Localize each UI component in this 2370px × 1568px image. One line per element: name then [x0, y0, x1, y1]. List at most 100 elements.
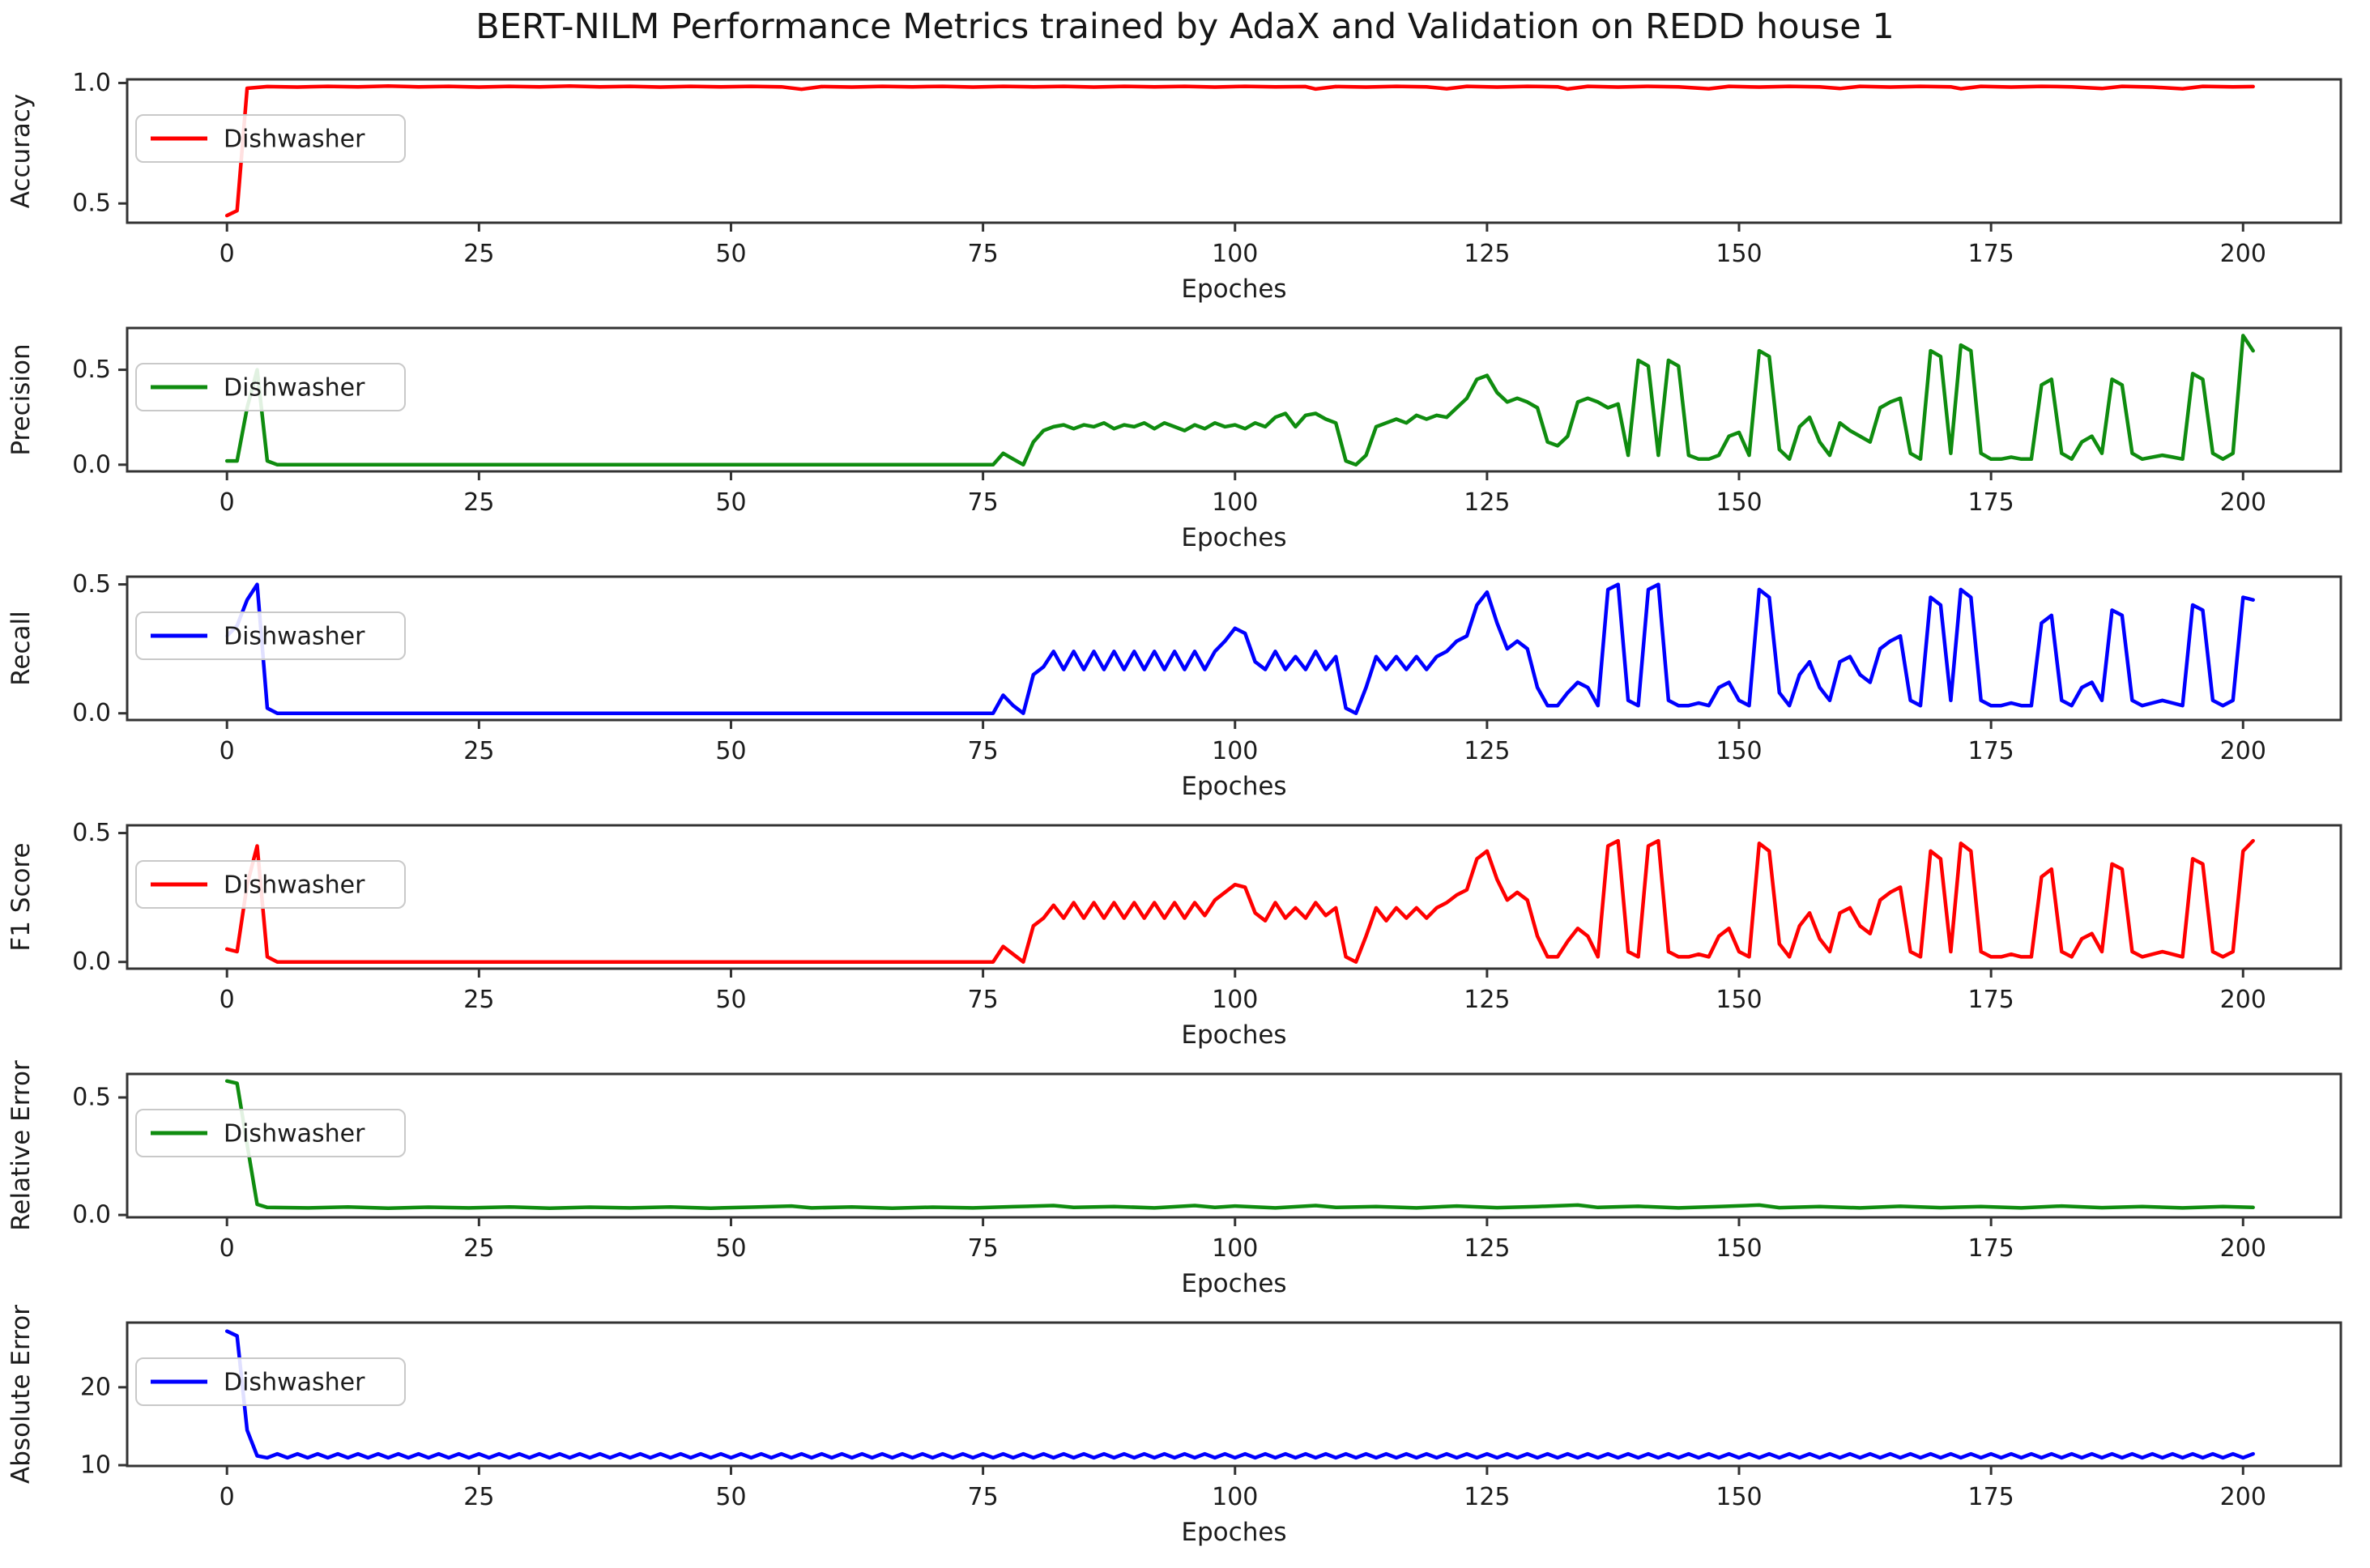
x-tick-label: 100 [1212, 986, 1258, 1014]
series-line-accuracy [224, 84, 2255, 218]
x-tick-label: 25 [463, 1483, 494, 1511]
x-tick-label: 125 [1464, 737, 1510, 765]
legend-label: Dishwasher [224, 374, 365, 403]
x-tick-label: 175 [1968, 1483, 2014, 1511]
y-tick-label: 20 [80, 1373, 111, 1401]
x-tick-label: 50 [715, 1234, 746, 1263]
plot-box [126, 824, 2342, 970]
x-tick-label: 175 [1968, 737, 2014, 765]
x-tick-label: 50 [715, 986, 746, 1014]
y-tick-label: 0.5 [72, 356, 111, 384]
x-tick-label: 150 [1716, 240, 1762, 268]
x-tick-label: 50 [715, 488, 746, 517]
y-axis-label: Absolute Error [6, 1305, 36, 1484]
series-line-precision [224, 334, 2255, 467]
y-tick-label: 10 [80, 1451, 111, 1480]
plot-box [126, 1072, 2342, 1219]
legend-label: Dishwasher [224, 623, 365, 651]
y-tick-label: 0.5 [72, 819, 111, 847]
x-tick-label: 50 [715, 1483, 746, 1511]
x-tick-label: 200 [2220, 1483, 2266, 1511]
series-line-f1-score [224, 838, 2255, 964]
x-tick-label: 150 [1716, 1483, 1762, 1511]
x-tick-label: 150 [1716, 737, 1762, 765]
x-tick-label: 150 [1716, 1234, 1762, 1263]
x-tick-label: 125 [1464, 1234, 1510, 1263]
x-axis-label: Epoches [1181, 772, 1286, 801]
legend: Dishwasher [135, 363, 406, 411]
figure-title: BERT-NILM Performance Metrics trained by… [475, 6, 1895, 47]
subplot-recall: 0 25 50 75 100 125 150 175 200 0.0 0.5 Recall Epoche… [6, 570, 2342, 801]
y-tick-label: 0.0 [72, 1201, 111, 1229]
x-axis-label: Epoches [1181, 275, 1286, 304]
y-tick-label: 0.0 [72, 948, 111, 976]
subplot-absolute-error: 0 25 50 75 100 125 150 175 200 10 20 Absolute Error… [6, 1305, 2342, 1547]
subplot-relative-error: 0 25 50 75 100 125 150 175 200 0.0 0.5 Relative Err… [6, 1060, 2342, 1298]
x-tick-label: 0 [220, 986, 235, 1014]
x-tick-label: 150 [1716, 986, 1762, 1014]
x-tick-label: 50 [715, 737, 746, 765]
x-axis-label: Epoches [1181, 1020, 1286, 1050]
series-line-recall [224, 582, 2255, 715]
legend: Dishwasher [135, 1109, 406, 1157]
legend-box [135, 1109, 406, 1157]
series-line-absolute-error [224, 1329, 2255, 1460]
y-tick-label: 0.0 [72, 699, 111, 727]
plot-box [126, 78, 2342, 224]
series-line-relative-error [224, 1079, 2255, 1210]
legend-label: Dishwasher [224, 126, 365, 154]
legend-box [135, 611, 406, 660]
x-tick-label: 25 [463, 737, 494, 765]
plot-box [126, 575, 2342, 722]
subplot-precision: 0 25 50 75 100 125 150 175 200 0.0 0.5 Precision Epo… [6, 326, 2342, 552]
x-tick-label: 175 [1968, 488, 2014, 517]
legend-box [135, 860, 406, 909]
y-axis-label: Accuracy [6, 94, 36, 209]
x-tick-label: 200 [2220, 488, 2266, 517]
x-tick-label: 50 [715, 240, 746, 268]
x-tick-label: 125 [1464, 240, 1510, 268]
x-tick-label: 175 [1968, 1234, 2014, 1263]
y-axis-label: Relative Error [6, 1060, 36, 1231]
x-tick-label: 125 [1464, 986, 1510, 1014]
x-tick-label: 75 [968, 488, 999, 517]
y-tick-label: 0.0 [72, 450, 111, 479]
x-tick-label: 25 [463, 240, 494, 268]
x-tick-label: 25 [463, 986, 494, 1014]
x-tick-label: 125 [1464, 1483, 1510, 1511]
x-tick-label: 175 [1968, 986, 2014, 1014]
x-tick-label: 150 [1716, 488, 1762, 517]
legend: Dishwasher [135, 114, 406, 163]
y-axis-label: F1 Score [6, 842, 36, 951]
plot-box [126, 326, 2342, 473]
x-tick-label: 100 [1212, 1234, 1258, 1263]
y-axis-label: Recall [6, 611, 36, 686]
x-tick-label: 75 [968, 1483, 999, 1511]
legend-box [135, 363, 406, 411]
legend-box [135, 114, 406, 163]
x-tick-label: 25 [463, 488, 494, 517]
x-tick-label: 0 [220, 1234, 235, 1263]
legend-box [135, 1357, 406, 1406]
x-tick-label: 200 [2220, 986, 2266, 1014]
x-tick-label: 0 [220, 737, 235, 765]
x-tick-label: 100 [1212, 240, 1258, 268]
x-tick-label: 100 [1212, 488, 1258, 517]
x-tick-label: 75 [968, 737, 999, 765]
x-tick-label: 0 [220, 240, 235, 268]
x-tick-label: 75 [968, 1234, 999, 1263]
y-axis-label: Precision [6, 343, 36, 455]
plot-box [126, 1321, 2342, 1468]
x-axis-label: Epoches [1181, 1269, 1286, 1298]
x-tick-label: 200 [2220, 1234, 2266, 1263]
x-tick-label: 100 [1212, 737, 1258, 765]
x-tick-label: 75 [968, 240, 999, 268]
x-tick-label: 0 [220, 488, 235, 517]
x-tick-label: 100 [1212, 1483, 1258, 1511]
legend-label: Dishwasher [224, 1369, 365, 1397]
x-tick-label: 200 [2220, 240, 2266, 268]
x-axis-label: Epoches [1181, 523, 1286, 552]
legend: Dishwasher [135, 860, 406, 909]
legend: Dishwasher [135, 611, 406, 660]
